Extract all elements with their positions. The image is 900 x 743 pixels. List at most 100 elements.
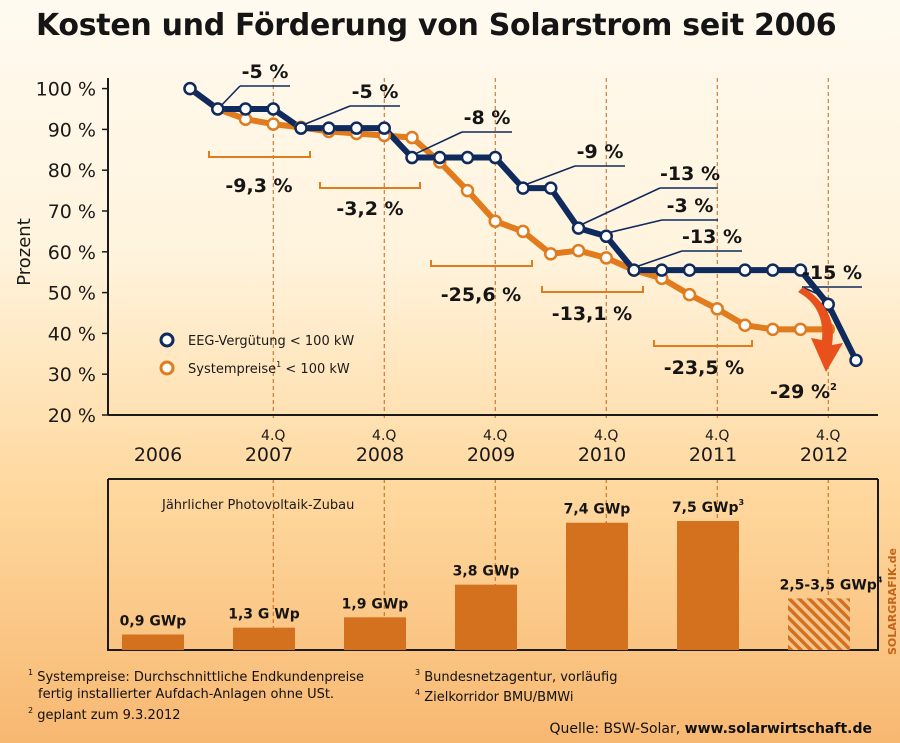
systempreise-point — [460, 183, 475, 198]
eeg-point — [738, 263, 752, 277]
bar-chart-title: Jährlicher Photovoltaik-Zubau — [161, 498, 354, 513]
bar-value-text: 1,9 GWp — [342, 596, 409, 612]
step-label: -5 % — [352, 81, 399, 103]
year-label: 2006 — [134, 444, 182, 466]
systempreise-point — [766, 322, 780, 337]
step-label: -15 % — [802, 262, 862, 284]
eeg-point — [571, 221, 586, 235]
bar-value-text: 2,5-3,5 GWp — [780, 577, 877, 593]
quarter-label: 4.Q — [372, 428, 396, 444]
chart-title: Kosten und Förderung von Solarstrom seit… — [36, 8, 837, 43]
systempreise-point — [738, 318, 752, 332]
zubau-bar — [455, 584, 517, 650]
footnote-4-text: Zielkorridor BMU/BMWi — [424, 690, 574, 705]
legend-eeg-marker — [159, 332, 175, 348]
step-leader — [304, 105, 351, 125]
y-tick-label: 70 % — [48, 201, 96, 223]
bar-value-sup: 4 — [877, 575, 883, 584]
step-label: -8 % — [464, 107, 511, 129]
footnote-1-mark: 1 — [28, 668, 34, 677]
eeg-point — [183, 81, 197, 96]
footnote-3-text: Bundesnetzagentur, vorläufig — [424, 670, 618, 685]
quarter-label: 4.Q — [483, 428, 507, 444]
step-label: -5 % — [242, 61, 289, 83]
zubau-bar — [122, 634, 184, 650]
eeg-point — [460, 150, 475, 165]
systempreise-point — [793, 322, 808, 337]
legend-sys-marker — [159, 360, 175, 376]
forecast-arrow — [798, 287, 843, 372]
eeg-point — [377, 121, 391, 135]
step-label: -13 % — [660, 163, 720, 185]
y-tick-label: 50 % — [48, 283, 96, 305]
step-leader — [526, 165, 576, 185]
footnote-1-line-2: fertig installierter Aufdach-Anlagen ohn… — [38, 687, 335, 702]
zubau-bar — [344, 617, 406, 650]
credit-label: SOLARGRAFIK.de — [886, 548, 899, 655]
bar-value-label: 1,3 G Wp — [228, 607, 300, 623]
eeg-point — [349, 121, 364, 135]
year-change-bracket — [653, 340, 753, 347]
year-change-bracket — [208, 151, 311, 158]
eeg-point — [627, 263, 641, 277]
step-label-text: -29 % — [770, 381, 830, 403]
legend-sys-part: 1 — [276, 360, 281, 369]
bar-value-label: 3,8 GWp — [453, 564, 520, 580]
legend-sys-label: Systempreise1 < 100 kW — [188, 360, 350, 377]
quarter-label: 4.Q — [705, 428, 729, 444]
year-label: 2008 — [356, 444, 404, 466]
systempreise-point — [405, 130, 419, 145]
year-change-label: -9,3 % — [225, 175, 292, 197]
bar-value-label: 7,4 GWp — [564, 502, 631, 518]
eeg-point — [655, 263, 669, 277]
zubau-bar — [233, 627, 295, 650]
quarter-label: 4.Q — [594, 428, 618, 444]
eeg-line — [187, 85, 859, 364]
systempreise-point — [488, 214, 502, 228]
zubau-bar — [788, 598, 850, 650]
bar-value-sup: 3 — [739, 498, 745, 507]
systempreise-point — [266, 117, 280, 131]
eeg-point — [294, 121, 308, 135]
step-leader — [801, 286, 833, 302]
step-leader — [221, 85, 241, 106]
footnote-1: 1 Systempreise: Durchschnittliche Endkun… — [28, 664, 364, 703]
source-link[interactable]: www.solarwirtschaft.de — [684, 721, 872, 737]
legend-sys-part: < 100 kW — [281, 362, 350, 377]
footnote-3: 3 Bundesnetzagentur, vorläufig — [415, 664, 617, 686]
year-change-bracket — [319, 182, 421, 189]
bar-value-label: 0,9 GWp — [120, 614, 187, 630]
year-change-bracket — [541, 286, 644, 293]
eeg-point — [516, 181, 530, 195]
source-prefix: Quelle: BSW-Solar, — [549, 721, 685, 737]
eeg-point — [682, 263, 697, 277]
footnote-2-text: geplant zum 9.3.2012 — [37, 708, 181, 723]
year-label: 2010 — [578, 444, 626, 466]
year-label: 2009 — [467, 444, 515, 466]
y-tick-label: 30 % — [48, 364, 96, 386]
legend-eeg-label: EEG-Vergütung < 100 kW — [188, 334, 354, 349]
eeg-point — [211, 102, 225, 116]
systempreise-point — [599, 251, 613, 265]
source-note: Quelle: BSW-Solar, www.solarwirtschaft.d… — [549, 721, 872, 737]
eeg-point — [766, 263, 780, 277]
legend-sys-part: Systempreise — [188, 362, 276, 377]
step-label: -3 % — [667, 195, 714, 217]
systempreise-point — [710, 302, 724, 316]
systempreise-point — [544, 247, 558, 261]
footnote-2-mark: 2 — [28, 706, 34, 715]
year-change-label: -13,1 % — [552, 303, 632, 325]
bar-value-text: 3,8 GWp — [453, 564, 520, 580]
zubau-bar — [566, 522, 628, 650]
bar-value-label: 2,5-3,5 GWp4 — [780, 575, 883, 593]
eeg-point — [849, 353, 863, 368]
eeg-point — [266, 102, 280, 116]
bar-value-text: 7,5 GWp — [672, 500, 739, 516]
eeg-point — [238, 102, 253, 116]
step-label: -9 % — [577, 141, 624, 163]
y-tick-label: 60 % — [48, 242, 96, 264]
step-label: -29 %2 — [770, 381, 837, 403]
y-tick-label: 90 % — [48, 119, 96, 141]
